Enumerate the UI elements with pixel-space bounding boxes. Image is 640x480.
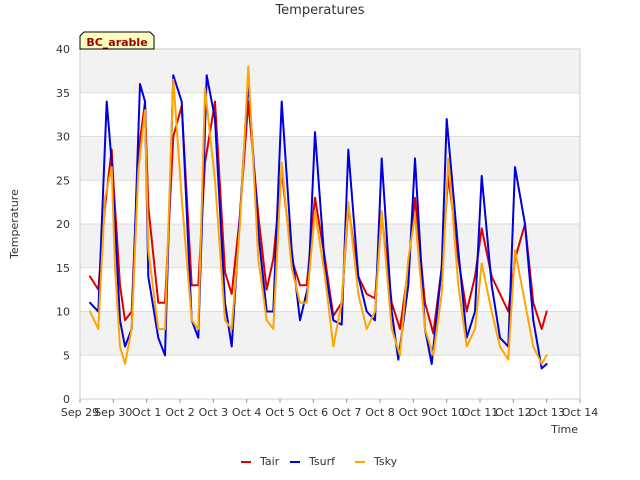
- series-lines: [89, 65, 548, 370]
- legend-label: Tsurf: [308, 455, 336, 468]
- x-tick-label: Oct 3: [199, 406, 229, 419]
- y-tick-label: 15: [56, 262, 70, 275]
- x-tick-label: Oct 6: [299, 406, 329, 419]
- x-tick-label: Sep 30: [94, 406, 132, 419]
- x-tick-label: Oct 10: [428, 406, 465, 419]
- legend-item-tsky: Tsky: [355, 455, 398, 468]
- legend: Tair Tsurf Tsky: [241, 455, 398, 468]
- site-badge-box: [79, 31, 155, 50]
- legend-item-tair: Tair: [241, 455, 280, 468]
- y-tick-label: 35: [56, 87, 70, 100]
- site-badge: BC_arable: [79, 31, 155, 50]
- x-tick-label: Oct 8: [365, 406, 395, 419]
- y-axis-title: Temperature: [8, 189, 21, 260]
- plot-frame: [79, 48, 581, 400]
- y-axis-ticks: 0 5 10 15 20 25 30 35 40: [56, 43, 70, 406]
- x-tick-label: Sep 29: [61, 406, 99, 419]
- x-tick-label: Oct 1: [132, 406, 162, 419]
- y-tick-label: 5: [63, 349, 70, 362]
- legend-label: Tsky: [373, 455, 398, 468]
- chart-title: Temperatures: [274, 3, 364, 18]
- y-tick-label: 30: [56, 131, 70, 144]
- x-axis-title: Time: [550, 423, 578, 436]
- background-band: [80, 136, 580, 181]
- legend-label: Tair: [259, 455, 280, 468]
- x-tick-label: Oct 12: [495, 406, 532, 419]
- x-tick-label: Oct 5: [265, 406, 295, 419]
- x-tick-label: Oct 2: [165, 406, 195, 419]
- background-band: [80, 224, 580, 268]
- legend-item-tsurf: Tsurf: [290, 455, 336, 468]
- y-tick-label: 40: [56, 43, 70, 56]
- x-tick-label: Oct 4: [232, 406, 262, 419]
- x-tick-label: Oct 13: [528, 406, 565, 419]
- y-tick-label: 0: [63, 393, 70, 406]
- y-tick-label: 20: [56, 218, 70, 231]
- x-tick-label: Oct 9: [399, 406, 429, 419]
- y-tick-label: 25: [56, 174, 70, 187]
- series-line-tsky: [89, 65, 548, 365]
- x-tick-label: Oct 7: [332, 406, 362, 419]
- site-badge-label: BC_arable: [86, 36, 147, 49]
- x-tick-label: Oct 14: [562, 406, 599, 419]
- background-band: [80, 49, 580, 93]
- y-tick-label: 10: [56, 306, 70, 319]
- x-tick-label: Oct 11: [462, 406, 499, 419]
